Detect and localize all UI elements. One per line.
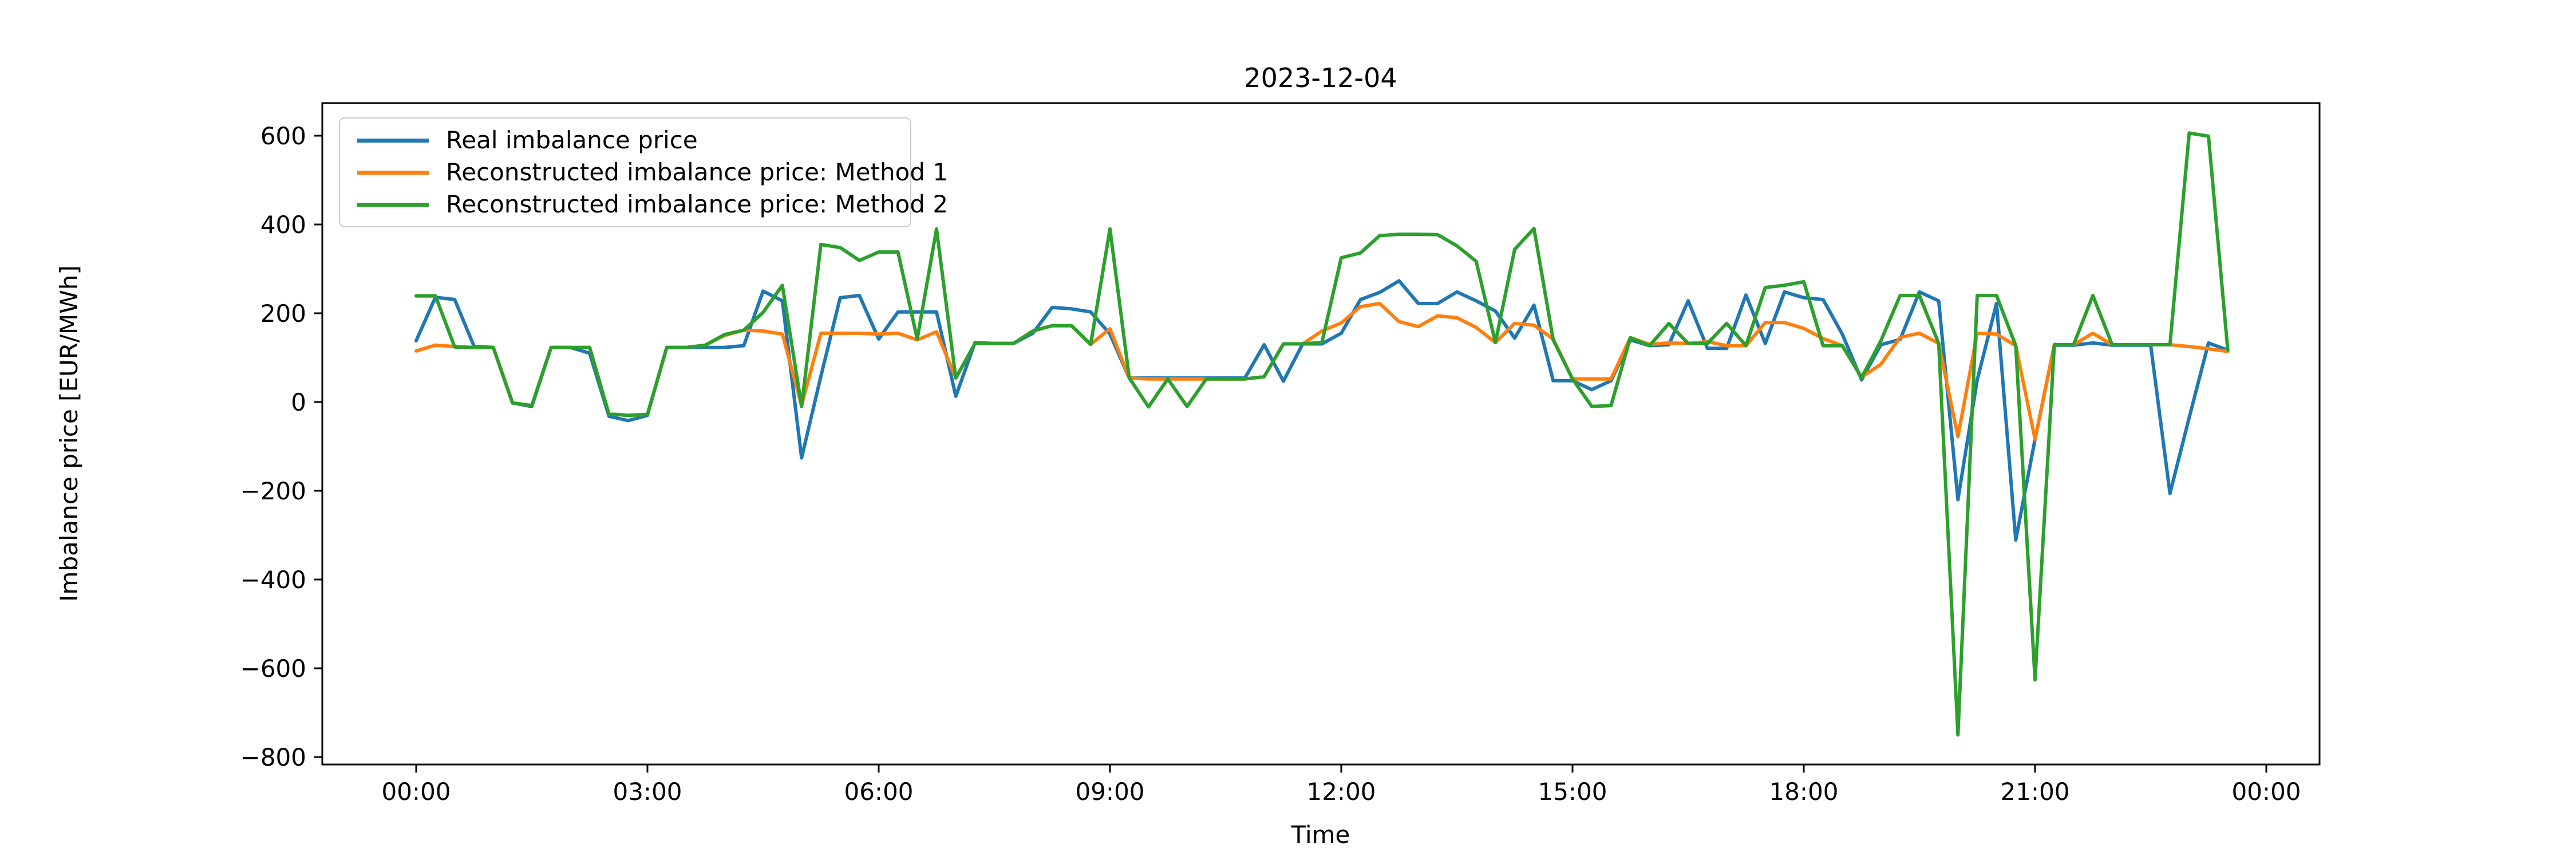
y-axis-tick-label: −400: [240, 566, 306, 594]
legend-label: Real imbalance price: [446, 126, 698, 154]
legend-label: Reconstructed imbalance price: Method 1: [446, 158, 949, 186]
legend-swatch: [357, 202, 429, 207]
x-axis-tick-label: 03:00: [613, 778, 682, 806]
series-line-reconstructed-imbalance-price-method-1: [414, 302, 2230, 442]
x-axis-tick-label: 15:00: [1538, 778, 1607, 806]
legend-swatch: [357, 138, 429, 143]
x-axis-tick-label: 12:00: [1306, 778, 1376, 806]
legend-label: Reconstructed imbalance price: Method 2: [446, 190, 949, 218]
legend-item: Reconstructed imbalance price: Method 2: [340, 188, 948, 220]
y-axis-label: Imbalance price [EUR/MWh]: [55, 265, 83, 602]
series-lines: [414, 131, 2230, 737]
y-axis-tick-label: −800: [240, 743, 306, 771]
series-line-reconstructed-imbalance-price-method-2: [414, 131, 2230, 737]
y-axis-tick-label: 200: [260, 300, 306, 328]
y-axis-tick-label: 400: [260, 211, 306, 239]
legend: Real imbalance price Reconstructed imbala…: [339, 117, 948, 227]
chart-title: 2023-12-04: [1244, 62, 1397, 93]
x-axis-tick-label: 21:00: [2000, 778, 2069, 806]
y-axis-tick-label: −600: [240, 655, 306, 683]
legend-item: Real imbalance price: [340, 124, 910, 156]
x-axis-label: Time: [1291, 821, 1350, 849]
series-line-real-imbalance-price: [414, 279, 2230, 542]
y-axis-tick-label: −200: [240, 477, 306, 505]
x-axis-tick-label: 00:00: [2231, 778, 2301, 806]
y-axis-tick-label: 0: [291, 388, 306, 416]
x-axis-tick-label: 00:00: [381, 778, 451, 806]
axes-box: 00:00 03:00 06:00 09:00 12:00 15:00 18:00 21:00…: [240, 102, 2321, 806]
axes-spines: [321, 102, 2321, 766]
x-axis-tick-label: 09:00: [1075, 778, 1144, 806]
x-axis-tick-label: 18:00: [1769, 778, 1838, 806]
legend-item: Reconstructed imbalance price: Method 1: [340, 156, 948, 188]
legend-swatch: [357, 170, 429, 175]
y-axis-tick-label: 600: [260, 122, 306, 150]
x-axis-tick-label: 06:00: [844, 778, 913, 806]
